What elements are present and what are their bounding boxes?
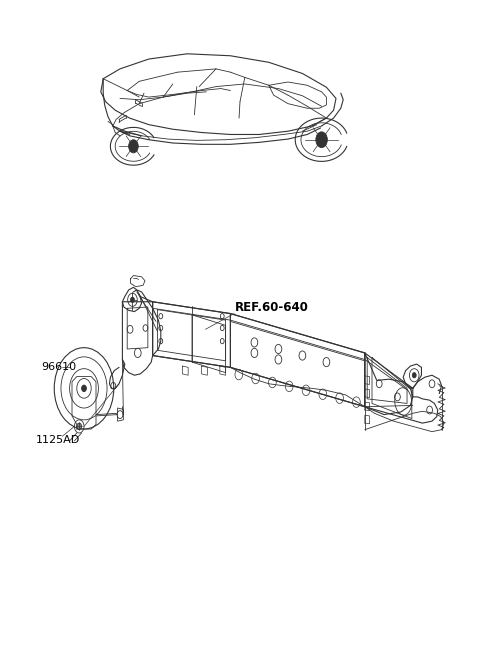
Circle shape xyxy=(129,140,138,153)
Circle shape xyxy=(316,132,327,148)
Text: 1125AD: 1125AD xyxy=(36,434,80,445)
Text: 96610: 96610 xyxy=(41,362,76,373)
Circle shape xyxy=(82,385,86,392)
Circle shape xyxy=(77,423,82,430)
Text: REF.60-640: REF.60-640 xyxy=(235,300,309,314)
Circle shape xyxy=(412,373,416,378)
Circle shape xyxy=(131,297,134,302)
